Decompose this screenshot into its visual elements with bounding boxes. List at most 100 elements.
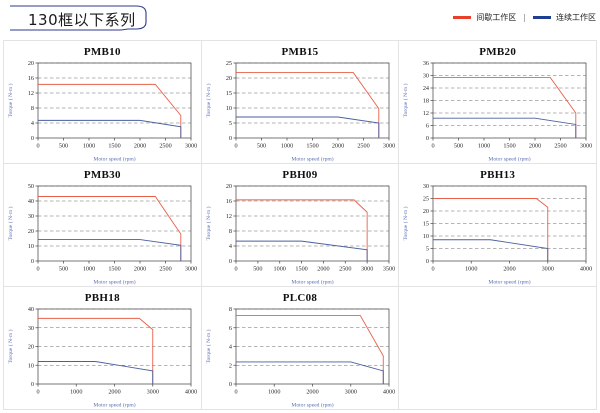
svg-text:1000: 1000 — [280, 143, 292, 150]
svg-text:4: 4 — [229, 344, 232, 351]
svg-text:10: 10 — [225, 105, 231, 112]
svg-text:5: 5 — [229, 120, 232, 127]
chart-plot: 0 5 10 15 20 25 30 0 1000 2000 3000 4000 Motor speed… — [402, 183, 592, 285]
svg-text:500: 500 — [59, 266, 68, 273]
svg-text:18: 18 — [423, 98, 429, 105]
svg-text:6: 6 — [426, 123, 429, 130]
svg-text:12: 12 — [28, 90, 34, 97]
svg-text:40: 40 — [28, 306, 34, 313]
svg-text:0: 0 — [36, 143, 39, 150]
svg-text:30: 30 — [28, 213, 34, 220]
chart-cell-empty — [399, 287, 597, 410]
svg-text:Torque ( N-m ): Torque ( N-m ) — [7, 329, 14, 363]
chart-plot: 0 10 20 30 40 0 1000 2000 3000 4000 Motor speed (r… — [7, 306, 197, 408]
svg-text:16: 16 — [225, 198, 231, 205]
chart-cell-pbh09: PBH09 0 4 8 12 16 20 0 500 1000 1500 2000 2500 3000 35… — [201, 164, 400, 287]
svg-text:500: 500 — [257, 143, 266, 150]
svg-text:4000: 4000 — [185, 389, 197, 396]
chart-plot: 0 4 8 12 16 20 0 500 1000 1500 2000 2500 3000 Motor s… — [7, 60, 197, 163]
svg-text:1000: 1000 — [273, 266, 285, 273]
legend-label-continuous: 连续工作区 — [556, 13, 596, 22]
chart-cell-pmb15: PMB15 0 5 10 15 20 25 0 500 1000 1500 2000 2500 3000 M… — [201, 41, 400, 164]
svg-text:0: 0 — [234, 266, 237, 273]
svg-text:Motor speed (rpm): Motor speed (rpm) — [489, 156, 531, 163]
svg-text:4: 4 — [31, 120, 34, 127]
section-title-text: 130框以下系列 — [28, 11, 136, 29]
svg-text:2000: 2000 — [331, 143, 343, 150]
svg-text:2500: 2500 — [339, 266, 351, 273]
svg-text:0: 0 — [229, 381, 232, 388]
tab-shape-icon — [10, 5, 147, 31]
svg-text:0: 0 — [36, 389, 39, 396]
svg-text:0: 0 — [36, 266, 39, 273]
chart-title: PLC08 — [282, 292, 318, 304]
svg-text:3000: 3000 — [185, 266, 197, 273]
chart-cell-pmb30: PMB30 0 10 20 30 40 50 0 500 1000 1500 2000 2500 3000… — [4, 164, 202, 287]
svg-text:1000: 1000 — [83, 143, 95, 150]
chart-cell-pmb10: PMB10 0 4 8 12 16 20 0 500 1000 1500 2000 2500 3000 Mo… — [4, 41, 202, 164]
chart-cell-pbh18: PBH18 0 10 20 30 40 0 1000 2000 3000 4000 Motor spe… — [4, 287, 202, 410]
svg-text:3000: 3000 — [580, 143, 592, 150]
svg-text:0: 0 — [229, 258, 232, 265]
section-title-tab: 130框以下系列 — [8, 5, 148, 31]
svg-text:Motor speed (rpm): Motor speed (rpm) — [291, 279, 333, 286]
svg-text:1000: 1000 — [83, 266, 95, 273]
svg-text:2000: 2000 — [317, 266, 329, 273]
svg-text:1500: 1500 — [306, 143, 318, 150]
svg-text:3000: 3000 — [147, 389, 159, 396]
chart-title: PBH09 — [282, 169, 318, 181]
chart-title: PMB20 — [479, 46, 517, 58]
svg-text:Torque ( N-m ): Torque ( N-m ) — [205, 83, 212, 117]
svg-text:2000: 2000 — [108, 389, 120, 396]
svg-text:10: 10 — [28, 362, 34, 369]
svg-text:500: 500 — [454, 143, 463, 150]
legend-label-intermittent: 间歇工作区 — [476, 13, 517, 22]
svg-text:1500: 1500 — [108, 266, 120, 273]
svg-text:0: 0 — [31, 135, 34, 142]
svg-text:1500: 1500 — [504, 143, 516, 150]
svg-text:Torque ( N-m ): Torque ( N-m ) — [7, 206, 14, 240]
svg-text:4000: 4000 — [382, 389, 394, 396]
svg-text:2500: 2500 — [555, 143, 567, 150]
svg-text:1000: 1000 — [478, 143, 490, 150]
chart-plot: 0 2 4 6 8 0 1000 2000 3000 4000 Motor speed (rpm) T… — [205, 306, 395, 409]
chart-title: PBH13 — [480, 169, 516, 181]
svg-text:Motor speed (rpm): Motor speed (rpm) — [291, 156, 333, 163]
svg-text:Motor speed (rpm): Motor speed (rpm) — [93, 156, 135, 163]
svg-text:20: 20 — [28, 228, 34, 235]
svg-text:20: 20 — [28, 60, 34, 67]
svg-text:2000: 2000 — [134, 266, 146, 273]
svg-text:3000: 3000 — [344, 389, 356, 396]
chart-cell-pbh13: PBH13 0 5 10 15 20 25 30 0 1000 2000 3000 4000 Motor … — [399, 164, 597, 287]
svg-text:25: 25 — [423, 196, 429, 203]
svg-text:8: 8 — [229, 228, 232, 235]
svg-text:0: 0 — [229, 135, 232, 142]
svg-text:Torque ( N-m ): Torque ( N-m ) — [402, 206, 409, 240]
svg-text:0: 0 — [234, 389, 237, 396]
svg-text:Torque ( N-m ): Torque ( N-m ) — [205, 206, 212, 240]
svg-text:16: 16 — [28, 75, 34, 82]
svg-text:24: 24 — [423, 85, 429, 92]
svg-text:15: 15 — [225, 90, 231, 97]
svg-text:15: 15 — [423, 221, 429, 228]
svg-text:4000: 4000 — [580, 266, 592, 273]
svg-text:Torque ( N-m ): Torque ( N-m ) — [402, 83, 409, 117]
svg-text:Motor speed (rpm): Motor speed (rpm) — [291, 402, 333, 409]
svg-text:0: 0 — [432, 266, 435, 273]
svg-text:30: 30 — [423, 183, 429, 190]
svg-text:8: 8 — [229, 306, 232, 313]
legend: 间歇工作区 | 连续工作区 — [453, 12, 596, 23]
svg-text:0: 0 — [31, 258, 34, 265]
page-header: 130框以下系列 间歇工作区 | 连续工作区 — [0, 0, 600, 36]
svg-text:20: 20 — [225, 75, 231, 82]
chart-plot: 0 5 10 15 20 25 0 500 1000 1500 2000 2500 3000 Motor … — [205, 60, 395, 163]
svg-text:0: 0 — [426, 258, 429, 265]
svg-text:0: 0 — [31, 381, 34, 388]
chart-plot: 0 6 12 18 24 30 36 0 500 1000 1500 2000 2500 3000 Moto… — [402, 60, 592, 163]
svg-text:3000: 3000 — [361, 266, 373, 273]
svg-text:Torque ( N-m ): Torque ( N-m ) — [7, 83, 14, 117]
svg-text:2500: 2500 — [159, 266, 171, 273]
svg-text:2000: 2000 — [306, 389, 318, 396]
svg-text:1000: 1000 — [268, 389, 280, 396]
